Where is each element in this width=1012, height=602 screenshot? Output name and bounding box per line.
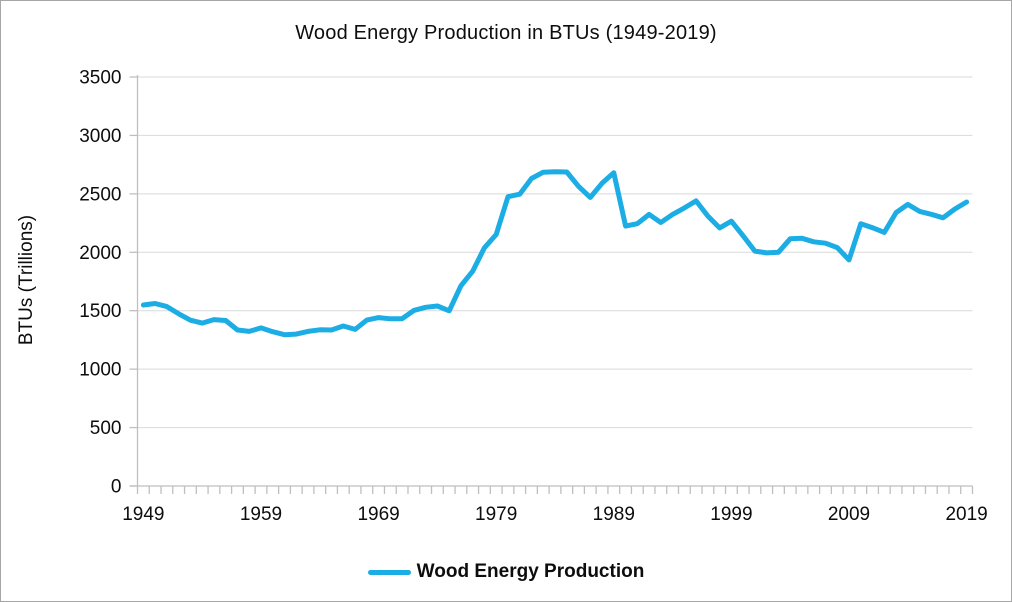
x-tick-label: 2009 — [828, 504, 870, 525]
y-tick-label: 2500 — [79, 184, 121, 205]
x-tick-label: 1959 — [240, 504, 282, 525]
x-tick-label: 2019 — [945, 504, 987, 525]
series-line-wood-energy-production — [140, 169, 970, 338]
x-tick-label: 1979 — [475, 504, 517, 525]
y-tick-label: 1000 — [79, 360, 121, 381]
y-tick-label: 3500 — [79, 68, 121, 89]
legend-line-swatch — [367, 569, 411, 575]
y-tick-label: 0 — [111, 477, 122, 498]
x-tick-label: 1949 — [122, 504, 164, 525]
legend: Wood Energy Production — [1, 561, 1011, 583]
chart-title: Wood Energy Production in BTUs (1949-201… — [295, 22, 717, 44]
x-tick-label: 1999 — [710, 504, 752, 525]
legend-label: Wood Energy Production — [416, 561, 645, 582]
y-tick-label: 500 — [90, 418, 122, 439]
y-tick-label: 1500 — [79, 301, 121, 322]
y-tick-label: 3000 — [79, 126, 121, 147]
x-tick-label: 1989 — [593, 504, 635, 525]
x-tick-label: 1969 — [357, 504, 399, 525]
y-tick-label: 2000 — [79, 243, 121, 264]
